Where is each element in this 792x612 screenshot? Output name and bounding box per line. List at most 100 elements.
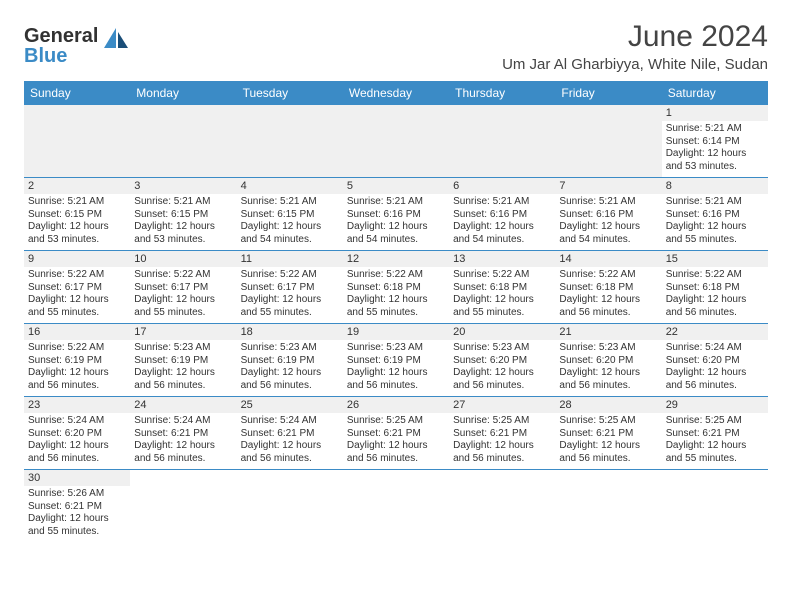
calendar-cell: 3Sunrise: 5:21 AMSunset: 6:15 PMDaylight… [130,178,236,251]
calendar-cell [449,470,555,543]
calendar-cell: 16Sunrise: 5:22 AMSunset: 6:19 PMDayligh… [24,324,130,397]
calendar-row: 1Sunrise: 5:21 AMSunset: 6:14 PMDaylight… [24,105,768,178]
sunset-text: Sunset: 6:19 PM [134,355,232,368]
daylight-text: Daylight: 12 hours and 54 minutes. [347,221,445,246]
calendar-cell: 22 Sunrise: 5:24 AMSunset: 6:20 PMDayligh… [662,324,768,397]
header: General Blue June 2024 Um Jar Al Gharbiy… [24,20,768,73]
day-detail: Sunrise: 5:22 AMSunset: 6:17 PMDaylight:… [130,267,236,323]
day-detail: Sunrise: 5:25 AMSunset: 6:21 PMDaylight:… [662,413,768,469]
sunrise-text: Sunrise: 5:25 AM [453,415,551,428]
sunrise-text: Sunrise: 5:24 AM [666,342,764,355]
day-detail: Sunrise: 5:22 AMSunset: 6:19 PMDaylight:… [24,340,130,396]
calendar-cell [555,105,661,178]
sunset-text: Sunset: 6:21 PM [559,428,657,441]
calendar-cell: 15Sunrise: 5:22 AMSunset: 6:18 PMDayligh… [662,251,768,324]
day-number: 11 [237,251,343,267]
calendar-cell: 29Sunrise: 5:25 AMSunset: 6:21 PMDayligh… [662,397,768,470]
sunset-text: Sunset: 6:16 PM [559,209,657,222]
logo-text-general: General [24,25,98,47]
calendar-cell: 14Sunrise: 5:22 AMSunset: 6:18 PMDayligh… [555,251,661,324]
daylight-text: Daylight: 12 hours and 56 minutes. [666,367,764,392]
calendar-cell [130,105,236,178]
calendar-cell: 1Sunrise: 5:21 AMSunset: 6:14 PMDaylight… [662,105,768,178]
day-detail: Sunrise: 5:25 AMSunset: 6:21 PMDaylight:… [449,413,555,469]
daylight-text: Daylight: 12 hours and 54 minutes. [241,221,339,246]
daylight-text: Daylight: 12 hours and 56 minutes. [453,367,551,392]
day-number: 26 [343,397,449,413]
sunset-text: Sunset: 6:19 PM [28,355,126,368]
sunset-text: Sunset: 6:15 PM [28,209,126,222]
daylight-text: Daylight: 12 hours and 56 minutes. [559,440,657,465]
calendar-cell: 17Sunrise: 5:23 AMSunset: 6:19 PMDayligh… [130,324,236,397]
sunrise-text: Sunrise: 5:21 AM [666,123,764,136]
calendar-cell: 5Sunrise: 5:21 AMSunset: 6:16 PMDaylight… [343,178,449,251]
day-detail: Sunrise: 5:25 AMSunset: 6:21 PMDaylight:… [343,413,449,469]
day-number: 5 [343,178,449,194]
sunrise-text: Sunrise: 5:23 AM [347,342,445,355]
calendar-row: 30Sunrise: 5:26 AMSunset: 6:21 PMDayligh… [24,470,768,543]
sunset-text: Sunset: 6:21 PM [453,428,551,441]
location-text: Um Jar Al Gharbiyya, White Nile, Sudan [502,56,768,73]
sunrise-text: Sunrise: 5:24 AM [241,415,339,428]
calendar-cell [24,105,130,178]
calendar-cell: 2Sunrise: 5:21 AMSunset: 6:15 PMDaylight… [24,178,130,251]
logo-text-blue: Blue [24,45,67,67]
sunrise-text: Sunrise: 5:23 AM [453,342,551,355]
daylight-text: Daylight: 12 hours and 54 minutes. [453,221,551,246]
calendar-cell: 20Sunrise: 5:23 AMSunset: 6:20 PMDayligh… [449,324,555,397]
sunrise-text: Sunrise: 5:21 AM [559,196,657,209]
daylight-text: Daylight: 12 hours and 56 minutes. [28,367,126,392]
sunrise-text: Sunrise: 5:25 AM [347,415,445,428]
calendar-cell [130,470,236,543]
sunset-text: Sunset: 6:20 PM [28,428,126,441]
calendar-cell: 26Sunrise: 5:25 AMSunset: 6:21 PMDayligh… [343,397,449,470]
day-number: 15 [662,251,768,267]
day-number: 9 [24,251,130,267]
day-detail: Sunrise: 5:21 AMSunset: 6:16 PMDaylight:… [555,194,661,250]
calendar-cell: 13Sunrise: 5:22 AMSunset: 6:18 PMDayligh… [449,251,555,324]
sunrise-text: Sunrise: 5:22 AM [453,269,551,282]
sunrise-text: Sunrise: 5:24 AM [134,415,232,428]
day-number: 22 [662,324,768,340]
daylight-text: Daylight: 12 hours and 56 minutes. [347,440,445,465]
daylight-text: Daylight: 12 hours and 56 minutes. [666,294,764,319]
calendar-row: 16Sunrise: 5:22 AMSunset: 6:19 PMDayligh… [24,324,768,397]
sunset-text: Sunset: 6:19 PM [241,355,339,368]
calendar-cell [662,470,768,543]
sunset-text: Sunset: 6:21 PM [347,428,445,441]
day-detail: Sunrise: 5:22 AMSunset: 6:18 PMDaylight:… [662,267,768,323]
sunset-text: Sunset: 6:18 PM [666,282,764,295]
sunset-text: Sunset: 6:20 PM [559,355,657,368]
day-detail: Sunrise: 5:21 AMSunset: 6:16 PMDaylight:… [662,194,768,250]
calendar-cell: 12Sunrise: 5:22 AMSunset: 6:18 PMDayligh… [343,251,449,324]
daylight-text: Daylight: 12 hours and 56 minutes. [453,440,551,465]
sunset-text: Sunset: 6:19 PM [347,355,445,368]
day-number: 24 [130,397,236,413]
calendar-cell: 19Sunrise: 5:23 AMSunset: 6:19 PMDayligh… [343,324,449,397]
sunset-text: Sunset: 6:17 PM [134,282,232,295]
daylight-text: Daylight: 12 hours and 55 minutes. [453,294,551,319]
sunrise-text: Sunrise: 5:21 AM [28,196,126,209]
sunset-text: Sunset: 6:21 PM [241,428,339,441]
sunset-text: Sunset: 6:18 PM [559,282,657,295]
day-number: 7 [555,178,661,194]
sunrise-text: Sunrise: 5:21 AM [241,196,339,209]
sunset-text: Sunset: 6:20 PM [666,355,764,368]
logo-sail-icon [100,26,130,57]
calendar-cell: 10Sunrise: 5:22 AMSunset: 6:17 PMDayligh… [130,251,236,324]
daylight-text: Daylight: 12 hours and 53 minutes. [28,221,126,246]
day-number: 30 [24,470,130,486]
sunrise-text: Sunrise: 5:22 AM [241,269,339,282]
day-detail: Sunrise: 5:22 AMSunset: 6:17 PMDaylight:… [24,267,130,323]
sunset-text: Sunset: 6:15 PM [241,209,339,222]
day-number: 13 [449,251,555,267]
day-detail: Sunrise: 5:22 AMSunset: 6:18 PMDaylight:… [555,267,661,323]
day-detail: Sunrise: 5:24 AMSunset: 6:21 PMDaylight:… [237,413,343,469]
daylight-text: Daylight: 12 hours and 56 minutes. [134,367,232,392]
daylight-text: Daylight: 12 hours and 53 minutes. [666,148,764,173]
day-detail: Sunrise: 5:21 AMSunset: 6:14 PMDaylight:… [662,121,768,177]
calendar-row: 23Sunrise: 5:24 AMSunset: 6:20 PMDayligh… [24,397,768,470]
day-detail: Sunrise: 5:25 AMSunset: 6:21 PMDaylight:… [555,413,661,469]
sunrise-text: Sunrise: 5:21 AM [134,196,232,209]
title-block: June 2024 Um Jar Al Gharbiyya, White Nil… [502,20,768,73]
